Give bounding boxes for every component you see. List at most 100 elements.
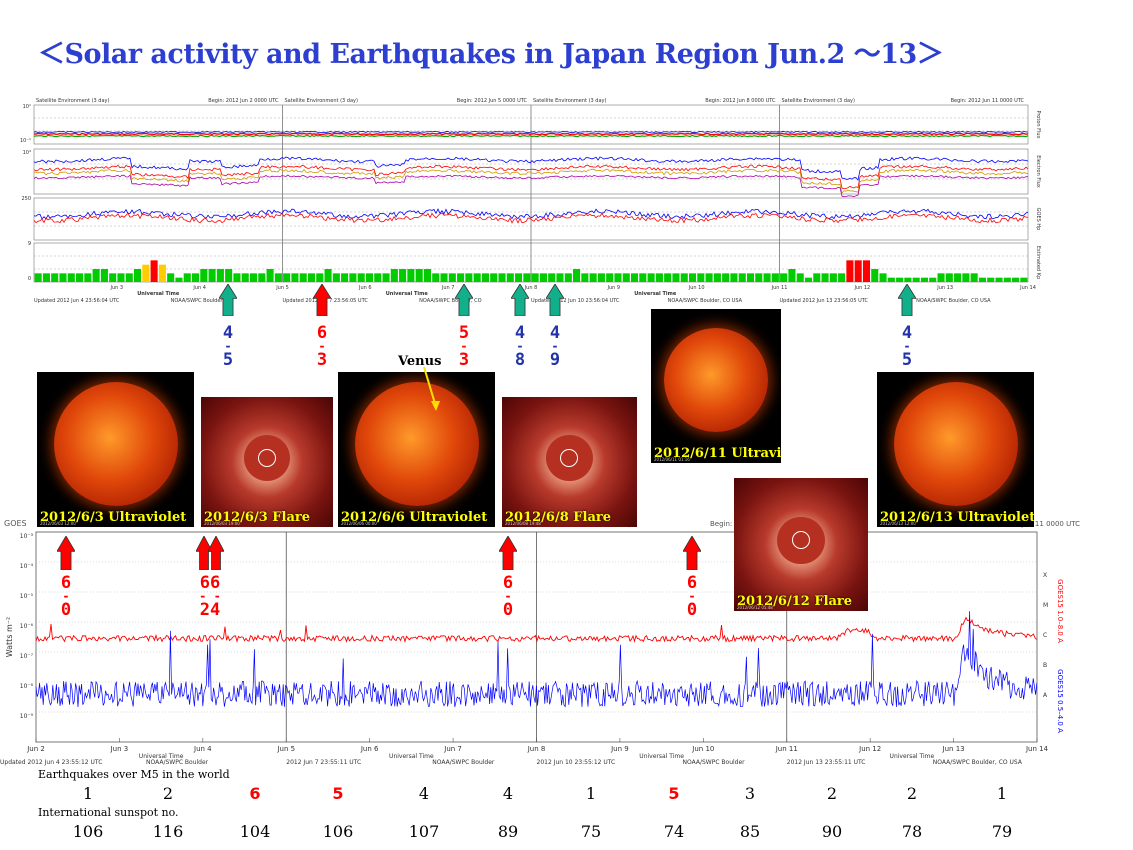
magnitude-decimal: 24 xyxy=(199,600,221,620)
kp-bar xyxy=(448,273,456,282)
panel-header-right: Begin: 2012 Jun 5 0000 UTC xyxy=(457,98,528,104)
earthquake-count: 2 xyxy=(906,784,918,803)
panel-footer: NOAA/SWPC Boulder, CO USA xyxy=(916,298,991,304)
kp-bar xyxy=(589,273,597,282)
x-tick-label: Jun 12 xyxy=(853,285,870,291)
panel-header-left: Satellite Environment (3 day) xyxy=(285,98,359,104)
panel-footer: NOAA/SWPC Boulder, CO xyxy=(419,298,481,304)
earthquake-magnitude: 4-9 xyxy=(548,325,562,369)
xray-header-begin: Begin: xyxy=(710,520,732,528)
kp-bar xyxy=(473,273,481,282)
xray-header-left: GOES xyxy=(4,519,27,528)
panel-footer: Updated 2012 Jun 10 23:56:04 UTC xyxy=(531,298,620,304)
image-caption: 2012/6/6 Ultraviolet xyxy=(341,510,488,525)
kp-bar xyxy=(771,273,779,282)
kp-bar xyxy=(730,273,738,282)
kp-bar xyxy=(846,260,854,282)
xray-x-tick-label: Jun 13 xyxy=(942,745,965,753)
coronagraph-flare-image: 2012/6/8 Flare 2012/06/08 19:48 xyxy=(502,397,637,527)
kp-bar xyxy=(796,273,804,282)
magnitude-decimal: 8 xyxy=(514,350,526,370)
x-tick-label: Jun 13 xyxy=(936,285,953,291)
magnitude-integer: 6 xyxy=(502,573,514,593)
kp-bar xyxy=(962,273,970,282)
earthquake-count: 1 xyxy=(82,784,94,803)
kp-bar xyxy=(399,269,407,282)
kp-bar xyxy=(829,273,837,282)
magnitude-separator: - xyxy=(62,589,70,603)
kp-bar xyxy=(581,273,589,282)
electron-flux-line-orange xyxy=(34,168,1029,194)
kp-bar xyxy=(241,273,249,282)
arrow-shape xyxy=(208,536,224,570)
arrow-shape xyxy=(683,536,701,570)
kp-bar xyxy=(539,273,547,282)
red-up-arrow xyxy=(683,536,701,570)
kp-bar xyxy=(755,273,763,282)
kp-bar xyxy=(316,273,324,282)
magnitude-decimal: 9 xyxy=(549,350,561,370)
xray-y-tick: 10⁻⁹ xyxy=(20,713,34,720)
magnitude-integer: 6 xyxy=(60,573,72,593)
xray-footer: NOAA/SWPC Boulder, CO USA xyxy=(933,759,1023,766)
kp-bar xyxy=(1020,277,1028,282)
sunspot-number: 107 xyxy=(408,822,440,841)
kp-bar xyxy=(987,277,995,282)
kp-bar xyxy=(117,273,125,282)
electron-flux-line-red xyxy=(33,164,1029,190)
kp-bar xyxy=(59,273,67,282)
flare-class-label: M xyxy=(1043,602,1048,609)
magnitude-integer: 4 xyxy=(901,323,913,343)
panel-header-right: Begin: 2012 Jun 11 0000 UTC xyxy=(951,98,1025,104)
green-up-arrow xyxy=(455,284,473,316)
satellite-environment-panel: Satellite Environment (3 day) Begin: 2012… xyxy=(10,92,1090,307)
kp-bar xyxy=(208,269,216,282)
ultraviolet-sun-image: 2012/6/3 Ultraviolet 2012/06/03 12:00 xyxy=(37,372,194,527)
panel-footer: Updated 2012 Jun 13 23:56:05 UTC xyxy=(780,298,869,304)
proton-flux-line-green xyxy=(33,134,1029,138)
kp-bar xyxy=(738,273,746,282)
sunspot-number: 116 xyxy=(152,822,184,841)
kp-bar xyxy=(556,273,564,282)
kp-bar xyxy=(432,273,440,282)
image-caption: 2012/6/3 Ultraviolet xyxy=(40,510,187,525)
magnitude-separator: - xyxy=(460,339,468,353)
magnitude-separator: - xyxy=(504,589,512,603)
flare-class-label: X xyxy=(1043,572,1047,579)
coronagraph-occulter xyxy=(777,516,825,565)
hp-line-red xyxy=(33,212,1029,224)
earthquake-row-label: Earthquakes over M5 in the world xyxy=(38,768,230,781)
kp-bar xyxy=(51,273,59,282)
earthquake-count: 4 xyxy=(418,784,430,803)
hp-line-blue xyxy=(33,208,1029,220)
kp-bar xyxy=(896,277,904,282)
xray-footer: 2012 Jun 13 23:55:11 UTC xyxy=(787,759,866,766)
x-tick-label: Jun 4 xyxy=(192,285,206,291)
xray-x-tick-label: Jun 11 xyxy=(775,745,798,753)
xray-footer: NOAA/SWPC Boulder xyxy=(146,759,209,766)
kp-bar xyxy=(481,273,489,282)
xray-x-tick-label: Jun 6 xyxy=(360,745,379,753)
subplot-right-label: Proton Flux xyxy=(1035,110,1041,138)
arrow-shape xyxy=(499,536,517,570)
kp-bar xyxy=(92,269,100,282)
coronagraph-occulter xyxy=(243,434,291,482)
kp-bar xyxy=(332,273,340,282)
kp-bar xyxy=(283,273,291,282)
xray-x-axis-label: Universal Time xyxy=(639,753,684,760)
xray-footer: 2012 Jun 7 23:55:11 UTC xyxy=(286,759,361,766)
kp-bar xyxy=(498,273,506,282)
coronagraph-flare-image: 2012/6/12 Flare 2012/06/12 05:48 xyxy=(734,478,868,611)
xray-x-axis-label: Universal Time xyxy=(139,753,184,760)
ultraviolet-sun-image: 2012/6/6 Ultraviolet 2012/06/06 00:00 xyxy=(338,372,495,527)
kp-bar xyxy=(506,273,514,282)
kp-bar xyxy=(929,277,937,282)
kp-bar xyxy=(788,269,796,282)
sunspot-number: 106 xyxy=(322,822,354,841)
magnitude-decimal: 5 xyxy=(901,350,913,370)
kp-bar xyxy=(722,273,730,282)
sun-disk xyxy=(893,381,1018,506)
kp-bar xyxy=(465,273,473,282)
kp-bar xyxy=(672,273,680,282)
red-up-arrow xyxy=(57,536,75,570)
